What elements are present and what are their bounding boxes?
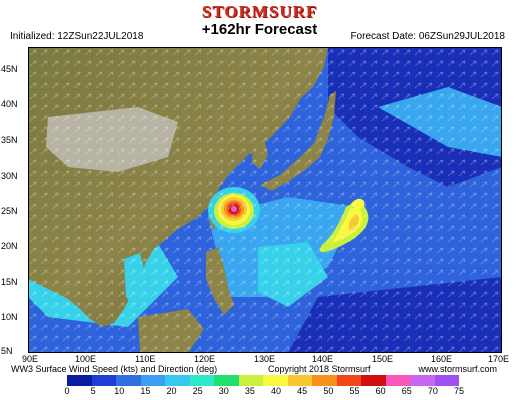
lon-label-150e: 150E: [372, 354, 394, 364]
legend-swatch: [263, 375, 288, 386]
lon-label-170e: 170E: [488, 354, 510, 364]
legend-swatch: [214, 375, 239, 386]
lat-label-45n: 45N: [1, 64, 18, 74]
lon-label-120e: 120E: [194, 354, 216, 364]
initialized-time: Initialized: 12ZSun22JUL2018: [10, 31, 144, 42]
lat-label-15n: 15N: [1, 277, 18, 287]
legend-swatch: [312, 375, 337, 386]
legend-swatch: [67, 375, 92, 386]
stormsurf-logo: STORMSURF: [201, 2, 318, 21]
legend-tick-label: 55: [349, 386, 360, 396]
map-frame: [28, 47, 502, 353]
legend-tick-label: 10: [114, 386, 125, 396]
legend-swatch: [385, 375, 410, 386]
legend-swatch: [410, 375, 435, 386]
lat-label-20n: 20N: [1, 241, 18, 251]
legend-tick-label: 60: [375, 386, 386, 396]
lon-label-140e: 140E: [312, 354, 334, 364]
wind-arrows-overlay: [28, 47, 502, 353]
legend-tick-label: 0: [64, 386, 70, 396]
lon-label-110e: 110E: [135, 354, 156, 364]
legend-swatch: [361, 375, 386, 386]
lat-label-30n: 30N: [1, 171, 18, 181]
wind-speed-legend: [67, 375, 459, 386]
lon-label-90e: 90E: [22, 354, 39, 364]
lon-label-100e: 100E: [75, 354, 97, 364]
legend-swatch: [189, 375, 214, 386]
legend-swatch: [91, 375, 116, 386]
legend-swatch: [434, 375, 459, 386]
lat-label-35n: 35N: [1, 135, 18, 145]
legend-tick-label: 50: [323, 386, 334, 396]
legend-swatch: [336, 375, 361, 386]
legend-swatch: [140, 375, 165, 386]
lat-label-5n: 5N: [1, 346, 13, 356]
lon-label-160e: 160E: [431, 354, 453, 364]
lat-label-25n: 25N: [1, 206, 18, 216]
website-text: www.stormsurf.com: [418, 364, 497, 374]
legend-swatch: [287, 375, 312, 386]
legend-tick-label: 25: [192, 386, 203, 396]
legend-tick-label: 75: [453, 386, 464, 396]
legend-tick-label: 20: [166, 386, 177, 396]
legend-tick-label: 40: [271, 386, 282, 396]
legend-swatch: [165, 375, 190, 386]
forecast-date: Forecast Date: 06ZSun29JUL2018: [350, 31, 505, 42]
legend-tick-label: 15: [140, 386, 151, 396]
legend-tick-label: 70: [427, 386, 438, 396]
lat-label-10n: 10N: [1, 312, 18, 322]
legend-tick-label: 35: [244, 386, 255, 396]
legend-swatch: [238, 375, 263, 386]
legend-swatch: [116, 375, 141, 386]
legend-tick-label: 65: [401, 386, 412, 396]
copyright-text: Copyright 2018 Stormsurf: [268, 364, 371, 374]
legend-tick-label: 5: [90, 386, 96, 396]
lat-label-40n: 40N: [1, 99, 18, 109]
legend-tick-label: 45: [297, 386, 308, 396]
forecast-hour: +162hr Forecast: [201, 21, 318, 38]
product-description: WW3 Surface Wind Speed (kts) and Directi…: [11, 364, 218, 374]
legend-tick-label: 30: [218, 386, 229, 396]
lon-label-130e: 130E: [254, 354, 276, 364]
wind-map: [28, 47, 502, 353]
